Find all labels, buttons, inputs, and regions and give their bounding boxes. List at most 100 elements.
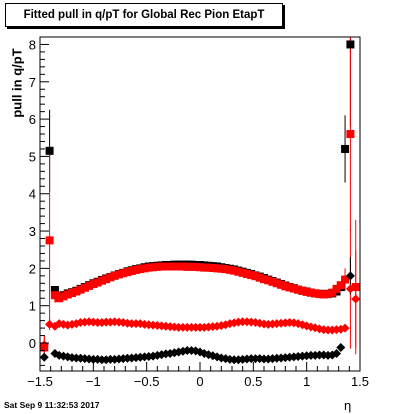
data-markers [39,40,361,365]
square-marker [255,273,264,282]
square-marker [136,265,145,274]
y-axis-label: pull in q/pT [9,48,25,118]
square-marker [166,262,175,271]
square-marker [230,266,239,275]
square-marker [281,282,290,291]
square-marker [319,290,328,299]
square-marker [332,284,341,293]
diamond-marker [336,342,346,352]
square-marker [225,265,234,274]
square-marker [183,262,192,271]
square-marker [200,263,209,272]
square-marker [76,285,85,294]
square-marker [221,265,230,274]
square-marker [213,264,222,273]
square-marker [341,144,350,153]
square-marker [174,262,183,271]
square-marker [45,146,54,155]
diamond-marker [345,271,355,281]
square-marker [157,262,166,271]
square-marker [153,262,162,271]
square-marker [351,283,360,292]
square-marker [144,263,153,272]
square-marker [217,264,226,273]
y-tick-label: 7 [29,75,36,90]
square-marker [97,276,106,285]
square-marker [110,271,119,280]
square-marker [260,275,268,284]
diamond-marker [39,352,49,362]
square-marker [285,283,294,292]
square-marker [328,288,337,297]
date-stamp: Sat Sep 9 11:32:53 2017 [4,400,100,410]
x-tick-label: −1 [86,374,101,389]
square-marker [187,262,196,271]
square-marker [315,290,324,299]
diamond-marker [250,317,260,327]
square-marker [234,267,243,276]
x-tick-label: −0.5 [134,374,160,389]
chart-title: Fitted pull in q/pT for Global Rec Pion … [5,3,283,27]
square-marker [277,280,286,289]
y-tick-label: 5 [29,149,36,164]
square-marker [72,287,81,296]
square-marker [289,284,298,293]
square-marker [45,236,54,245]
square-marker [149,263,158,272]
square-marker [127,266,136,275]
y-tick-label: 1 [29,299,36,314]
square-marker [89,280,98,289]
square-marker [247,271,256,280]
square-marker [93,278,102,287]
square-marker [191,262,200,271]
error-bars [43,37,357,360]
square-marker [268,277,277,286]
y-tick-label: 0 [29,336,36,351]
square-marker [311,289,320,298]
square-marker [50,286,59,295]
square-marker [63,290,72,299]
square-marker [208,264,217,273]
square-marker [59,292,68,301]
square-marker [119,269,128,278]
x-axis-label: η [344,398,352,413]
square-marker [336,281,345,290]
x-tick-label: 1 [303,374,310,389]
square-marker [204,263,213,272]
square-marker [68,289,76,298]
square-marker [302,287,311,296]
square-marker [264,276,273,285]
square-marker [106,273,115,282]
square-marker [102,275,111,284]
square-marker [341,275,350,284]
diamond-marker [351,294,361,304]
y-tick-label: 6 [29,112,36,127]
diamond-marker [340,323,350,333]
square-marker [85,281,94,290]
square-marker [298,286,307,295]
square-marker [178,262,187,271]
x-tick-label: 0 [196,374,203,389]
square-marker [161,262,170,271]
y-axis-label-box: pull in q/pT [9,38,25,128]
axis-ticks: −1.5 −1 −0.5 0 0.5 1 1.5 0 1 2 3 4 5 6 7 8 [27,36,369,389]
x-tick-label: 1.5 [351,374,369,389]
square-marker [251,272,260,281]
y-tick-label: 3 [29,224,36,239]
square-marker [346,40,355,49]
square-marker [346,130,355,139]
square-marker [114,270,123,279]
x-tick-label: 0.5 [244,374,262,389]
square-marker [80,283,89,292]
y-tick-label: 2 [29,261,36,276]
square-marker [324,290,332,299]
square-marker [50,291,59,300]
diamond-marker [345,284,355,294]
y-tick-label: 4 [29,187,36,202]
square-marker [55,294,64,303]
square-marker [242,269,251,278]
square-marker [306,288,315,297]
square-marker [123,268,132,277]
square-marker [196,263,204,272]
